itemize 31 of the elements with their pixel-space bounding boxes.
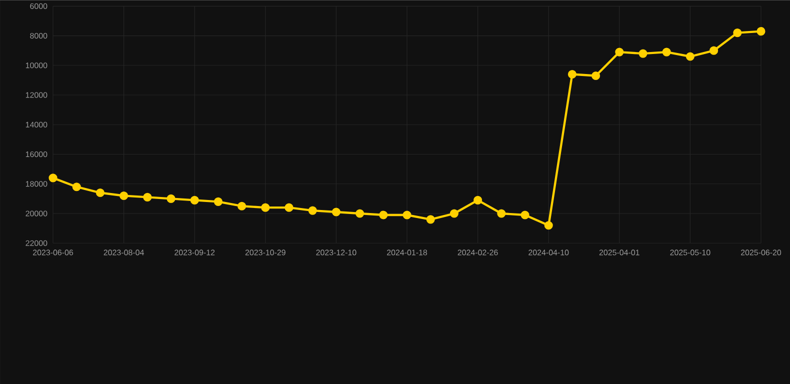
point [166, 194, 176, 203]
point [497, 209, 506, 218]
point [72, 182, 81, 192]
point [568, 70, 576, 78]
point [356, 209, 364, 218]
point [402, 210, 412, 220]
point [261, 203, 270, 212]
point [379, 210, 388, 220]
point [143, 192, 152, 202]
point [190, 196, 199, 204]
point [332, 208, 340, 216]
point [592, 71, 600, 80]
point [710, 46, 718, 55]
point [474, 196, 482, 204]
point [686, 52, 694, 61]
point [756, 26, 766, 36]
point [120, 191, 128, 200]
point [238, 202, 246, 210]
point [544, 221, 553, 230]
point [638, 49, 648, 58]
point [308, 206, 317, 215]
point [214, 197, 222, 206]
point [520, 210, 530, 220]
point [733, 28, 742, 38]
point [450, 209, 458, 218]
point [426, 215, 435, 224]
point [615, 48, 624, 56]
point [284, 203, 294, 212]
point [96, 188, 104, 197]
point [48, 174, 58, 182]
point [662, 48, 671, 56]
